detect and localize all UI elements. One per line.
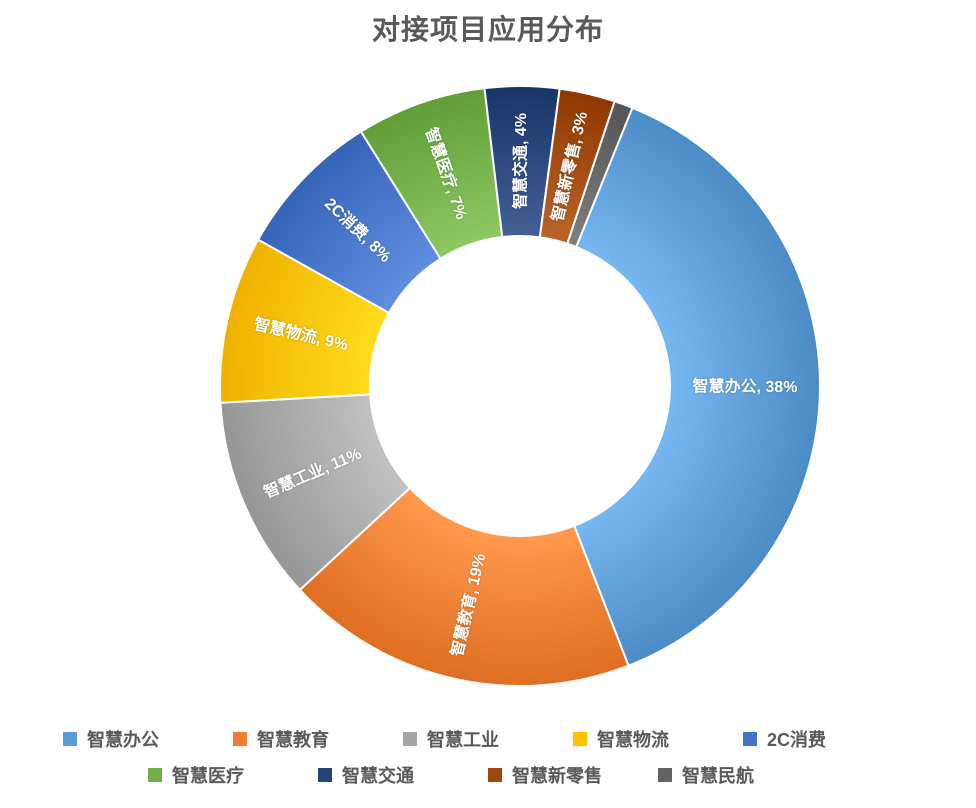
- svg-text:智慧交通, 4%: 智慧交通, 4%: [510, 113, 530, 209]
- svg-text:智慧办公, 38%: 智慧办公, 38%: [692, 376, 797, 396]
- legend-item: 智慧新零售: [488, 762, 658, 788]
- legend-label: 智慧办公: [87, 726, 159, 752]
- legend-swatch: [573, 732, 587, 746]
- legend-label: 智慧新零售: [512, 762, 602, 788]
- legend-swatch: [148, 768, 162, 782]
- legend-label: 智慧教育: [257, 726, 329, 752]
- legend-swatch: [488, 768, 502, 782]
- donut-chart: 智慧办公, 38%智慧教育, 19%智慧工业, 11%智慧物流, 9%2C消费,…: [0, 62, 976, 702]
- legend-item: 2C消费: [743, 726, 913, 752]
- legend-item: 智慧医疗: [148, 762, 318, 788]
- legend-label: 2C消费: [767, 726, 826, 752]
- legend-swatch: [743, 732, 757, 746]
- legend-item: 智慧工业: [403, 726, 573, 752]
- slice-label: 智慧办公, 38%: [692, 376, 797, 396]
- legend-item: 智慧交通: [318, 762, 488, 788]
- legend-swatch: [318, 768, 332, 782]
- chart-title: 对接项目应用分布: [0, 8, 976, 48]
- legend-label: 智慧医疗: [172, 762, 244, 788]
- legend-item: 智慧物流: [573, 726, 743, 752]
- legend-label: 智慧工业: [427, 726, 499, 752]
- legend-label: 智慧物流: [597, 726, 669, 752]
- legend-item: 智慧办公: [63, 726, 233, 752]
- legend-swatch: [63, 732, 77, 746]
- legend-item: 智慧民航: [658, 762, 828, 788]
- legend-swatch: [403, 732, 417, 746]
- legend-swatch: [658, 768, 672, 782]
- legend-label: 智慧交通: [342, 762, 414, 788]
- legend-swatch: [233, 732, 247, 746]
- legend: 智慧办公 智慧教育 智慧工业 智慧物流 2C消费智慧医疗 智慧交通 智慧新零售 智慧民航: [0, 726, 976, 788]
- legend-label: 智慧民航: [682, 762, 754, 788]
- legend-item: 智慧教育: [233, 726, 403, 752]
- slice-label: 智慧交通, 4%: [510, 113, 530, 209]
- chart-container: 对接项目应用分布 智慧办公, 38%智慧教育, 19%智慧工业, 11%智慧物流…: [0, 0, 976, 808]
